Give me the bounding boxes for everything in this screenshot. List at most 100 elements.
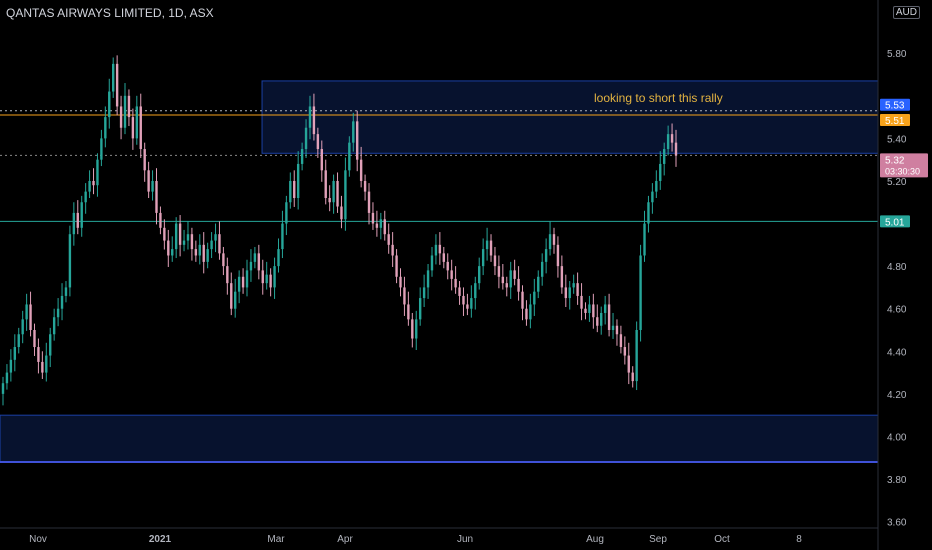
- candle: [651, 183, 654, 214]
- candles-layer: [1, 55, 678, 406]
- time-tick-label: Apr: [337, 534, 353, 545]
- candle: [501, 264, 505, 290]
- candle: [359, 146, 363, 188]
- candle-body: [647, 202, 650, 224]
- candle-body: [92, 180, 95, 186]
- candle: [111, 57, 115, 98]
- price-tick-label: 4.00: [887, 432, 907, 443]
- candle: [356, 110, 359, 172]
- candle-body: [670, 134, 674, 143]
- candle: [13, 334, 17, 372]
- candle: [155, 168, 158, 225]
- price-label-bg: [880, 153, 928, 178]
- candle-body: [198, 244, 201, 256]
- candle-body: [13, 347, 17, 360]
- candle-body: [635, 330, 638, 382]
- candle: [17, 327, 20, 354]
- candle-body: [182, 240, 186, 245]
- candle: [493, 246, 497, 276]
- candle-body: [505, 283, 508, 288]
- candle: [458, 281, 461, 305]
- candle-body: [588, 304, 591, 313]
- candle-body: [344, 170, 347, 220]
- candle: [249, 249, 253, 282]
- price-label-5.01: 5.01: [880, 215, 910, 228]
- candle: [316, 127, 320, 158]
- candle-body: [603, 304, 607, 313]
- candle-body: [1, 383, 5, 394]
- candle: [296, 151, 300, 210]
- price-label-value: 5.01: [885, 217, 905, 228]
- candle: [529, 293, 532, 329]
- candle-body: [202, 244, 205, 262]
- candle: [92, 168, 95, 195]
- candle: [422, 274, 426, 308]
- candle: [108, 78, 111, 129]
- candle: [513, 259, 516, 286]
- candle-body: [403, 287, 406, 305]
- candle: [450, 259, 453, 291]
- candle-body: [560, 266, 564, 288]
- candle-body: [115, 63, 119, 107]
- candle-body: [513, 270, 516, 279]
- candle-body: [64, 287, 68, 296]
- candle-body: [493, 255, 497, 267]
- candle-body: [245, 270, 249, 288]
- candle-body: [312, 106, 316, 135]
- candle: [533, 278, 536, 316]
- candle: [84, 183, 87, 214]
- candle: [615, 319, 619, 346]
- price-tick-label: 4.60: [887, 305, 907, 316]
- candle: [505, 276, 508, 297]
- price-tick-label: 5.20: [887, 177, 907, 188]
- candle-body: [623, 347, 627, 356]
- candle-body: [359, 159, 363, 181]
- candle-body: [438, 244, 442, 254]
- candle: [257, 244, 261, 280]
- candle-body: [163, 227, 166, 241]
- candle-body: [281, 223, 284, 250]
- candle-body: [639, 255, 642, 330]
- candle-body: [72, 212, 76, 235]
- candle-body: [96, 159, 99, 186]
- candle: [564, 274, 568, 308]
- price-label-countdown: 03:30:30: [885, 166, 920, 176]
- candle: [96, 153, 99, 197]
- candle: [560, 255, 564, 294]
- candle: [344, 157, 347, 231]
- candle-body: [450, 270, 453, 279]
- price-tick-label: 3.80: [887, 475, 907, 486]
- candle: [655, 170, 658, 198]
- candle-body: [426, 270, 430, 288]
- candle: [635, 321, 638, 391]
- candle-body: [340, 206, 343, 220]
- candle: [37, 338, 40, 374]
- candle: [627, 342, 630, 385]
- candle: [151, 170, 154, 201]
- candle-body: [481, 249, 485, 267]
- zone-box-0: [261, 80, 879, 154]
- candle: [265, 261, 268, 290]
- candle-body: [249, 261, 253, 271]
- currency-badge[interactable]: AUD: [892, 6, 920, 19]
- candle-body: [218, 234, 221, 254]
- candle: [241, 268, 245, 294]
- candle-body: [442, 253, 445, 262]
- candle-body: [422, 287, 426, 299]
- candle: [80, 195, 83, 237]
- candle: [25, 293, 28, 331]
- candle-body: [411, 319, 414, 339]
- candle-body: [277, 249, 280, 267]
- time-tick-label: Nov: [29, 534, 47, 545]
- candle: [485, 227, 489, 261]
- candle: [548, 221, 552, 256]
- candle: [190, 227, 194, 261]
- candle-body: [52, 317, 56, 335]
- candle-body: [458, 287, 461, 296]
- candle: [340, 195, 343, 229]
- candle: [454, 266, 457, 294]
- candle-body: [123, 95, 127, 128]
- candle-body: [37, 347, 40, 362]
- price-tick-label: 5.80: [887, 49, 907, 60]
